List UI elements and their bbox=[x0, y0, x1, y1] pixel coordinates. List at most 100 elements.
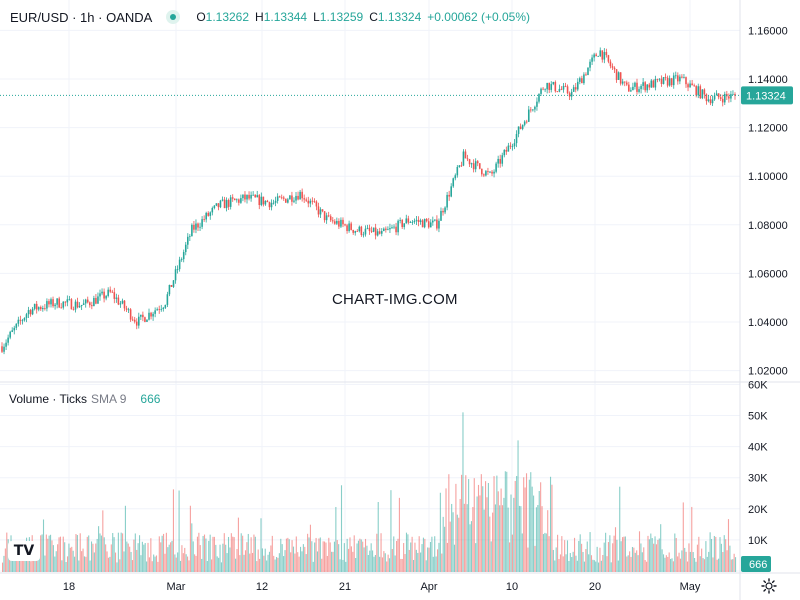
candle bbox=[429, 222, 432, 228]
price-tick-label: 1.02000 bbox=[748, 366, 788, 378]
change-value: +0.00062 (+0.05%) bbox=[427, 10, 530, 24]
candle bbox=[436, 219, 438, 229]
price-tick-label: 1.16000 bbox=[748, 25, 788, 37]
candle bbox=[385, 228, 387, 230]
volume-bar bbox=[686, 561, 689, 572]
volume-bar bbox=[55, 551, 57, 572]
volume-bar bbox=[326, 555, 328, 572]
volume-bar bbox=[585, 549, 587, 572]
volume-bar bbox=[569, 553, 571, 572]
volume-bar bbox=[703, 559, 706, 572]
volume-bar bbox=[329, 542, 331, 572]
price-candles[interactable] bbox=[1, 47, 736, 355]
volume-bar bbox=[675, 538, 677, 572]
volume-bar bbox=[379, 556, 381, 572]
candle bbox=[278, 196, 281, 198]
volume-bar bbox=[376, 533, 378, 572]
candle bbox=[158, 309, 161, 311]
candle bbox=[664, 77, 667, 78]
tradingview-logo-icon[interactable]: TV bbox=[8, 541, 40, 561]
candle bbox=[613, 67, 616, 70]
volume-bar bbox=[388, 558, 391, 572]
volume-bar bbox=[332, 551, 334, 572]
volume-bar bbox=[239, 555, 241, 572]
volume-bar bbox=[179, 560, 182, 572]
volume-bar bbox=[578, 540, 580, 572]
volume-bar bbox=[16, 555, 18, 572]
candle bbox=[566, 86, 569, 94]
volume-bar bbox=[235, 558, 237, 572]
candle bbox=[274, 200, 277, 203]
volume-bar bbox=[83, 556, 86, 572]
candle bbox=[668, 78, 671, 86]
volume-bar bbox=[119, 559, 121, 572]
candle bbox=[636, 82, 638, 92]
low-label: L bbox=[313, 10, 320, 24]
volume-bars[interactable] bbox=[2, 412, 737, 572]
volume-bar bbox=[404, 554, 406, 572]
candle bbox=[285, 198, 287, 203]
candle bbox=[615, 69, 618, 80]
candle bbox=[97, 296, 99, 304]
volume-bar bbox=[123, 551, 125, 572]
candle bbox=[617, 72, 620, 80]
volume-bar bbox=[295, 536, 297, 572]
candle bbox=[103, 291, 105, 299]
settings-gear-icon[interactable] bbox=[761, 578, 777, 594]
candle bbox=[460, 165, 463, 167]
candle bbox=[501, 155, 504, 164]
volume-bar bbox=[229, 547, 231, 572]
candle bbox=[481, 168, 483, 175]
volume-bar bbox=[640, 543, 642, 572]
symbol-title[interactable]: EUR/USD · 1h · OANDA bbox=[10, 9, 153, 25]
candle bbox=[425, 218, 428, 222]
candle bbox=[391, 227, 393, 229]
candle bbox=[9, 331, 11, 338]
volume-bar bbox=[226, 553, 228, 572]
volume-bar bbox=[431, 536, 433, 572]
volume-bar bbox=[709, 532, 711, 572]
candle bbox=[268, 202, 271, 208]
candle bbox=[174, 269, 177, 281]
logo-text: TV bbox=[13, 543, 35, 559]
volume-bar bbox=[390, 490, 392, 572]
candle bbox=[282, 197, 285, 199]
volume-bar bbox=[2, 562, 4, 572]
candle bbox=[474, 161, 477, 170]
volume-tick-label: 10K bbox=[748, 535, 768, 547]
volume-bar bbox=[634, 552, 636, 572]
candle bbox=[591, 57, 593, 62]
volume-bar bbox=[547, 510, 549, 572]
volume-bar bbox=[51, 540, 53, 572]
volume-bar bbox=[441, 553, 443, 572]
candle bbox=[184, 244, 187, 253]
volume-bar bbox=[232, 536, 234, 572]
volume-bar bbox=[263, 555, 265, 572]
candle bbox=[182, 252, 185, 260]
time-tick-label: Mar bbox=[167, 581, 186, 593]
market-status-icon[interactable] bbox=[166, 10, 181, 24]
candle bbox=[201, 219, 203, 227]
volume-bar bbox=[138, 535, 141, 572]
volume-title[interactable]: Volume · Ticks bbox=[9, 392, 88, 406]
volume-bar bbox=[216, 556, 218, 572]
volume-bar bbox=[420, 552, 422, 572]
volume-bar bbox=[324, 541, 326, 572]
volume-bar bbox=[565, 554, 567, 572]
volume-bar bbox=[477, 484, 480, 572]
symbol-header[interactable]: EUR/USD · 1h · OANDA O 1.13262 H 1.13344 L… bbox=[10, 8, 530, 26]
volume-bar bbox=[501, 505, 504, 572]
candle bbox=[497, 158, 499, 164]
volume-bar bbox=[257, 549, 259, 572]
volume-bar bbox=[660, 524, 662, 572]
candle bbox=[252, 194, 254, 196]
volume-bar bbox=[14, 554, 16, 572]
candle bbox=[691, 83, 693, 86]
volume-bar bbox=[586, 541, 588, 572]
candle bbox=[478, 163, 481, 169]
volume-bar bbox=[424, 538, 426, 572]
volume-header[interactable]: Volume · Ticks SMA 9 666 bbox=[9, 392, 160, 406]
candle bbox=[105, 295, 107, 299]
candle bbox=[707, 99, 710, 102]
